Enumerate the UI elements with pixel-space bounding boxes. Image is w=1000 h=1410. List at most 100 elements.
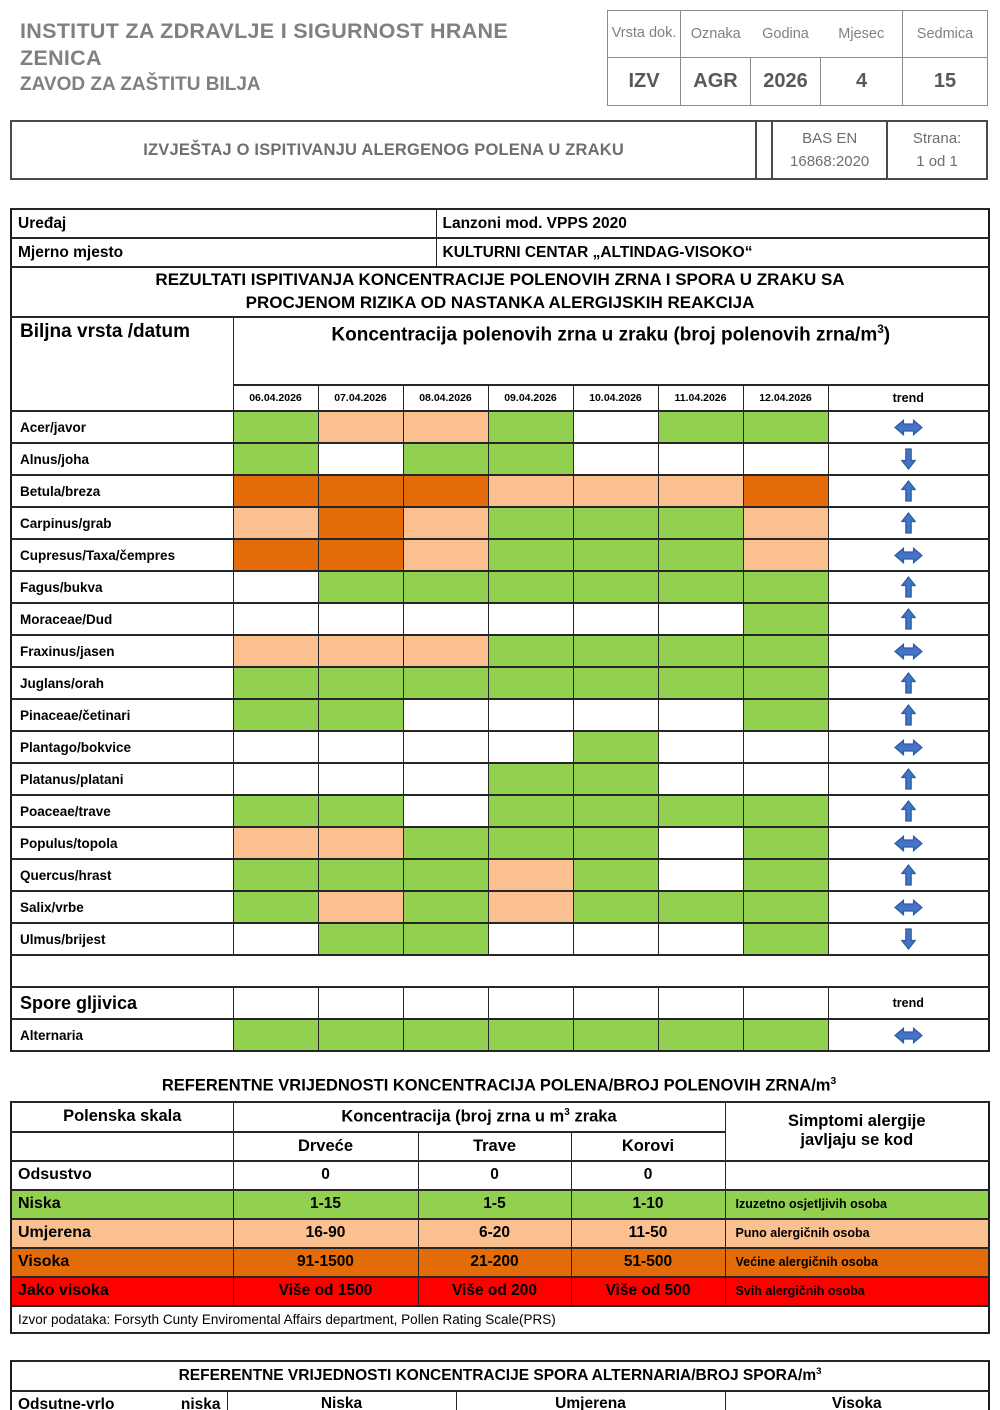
reference-row: Odsustvo 0 0 0 xyxy=(10,1159,990,1191)
results-table: REZULTATI ISPITIVANJA KONCENTRACIJE POLE… xyxy=(10,266,991,1052)
level-cell-green xyxy=(402,826,489,860)
doc-week-header: Sedmica xyxy=(902,10,988,58)
trend-up-icon xyxy=(900,576,916,598)
level-cell-moderate xyxy=(742,506,829,540)
trees-header: Drveće xyxy=(232,1130,419,1162)
species-label: Ulmus/brijest xyxy=(10,922,234,956)
level-cell-green xyxy=(742,570,829,604)
level-cell-empty xyxy=(572,922,659,956)
trend-up-icon xyxy=(900,512,916,534)
species-row: Juglans/orah xyxy=(10,666,990,700)
trend-cell xyxy=(827,506,990,540)
level-cell-empty xyxy=(657,730,744,764)
level-cell-green xyxy=(487,506,574,540)
doc-month-value: 4 xyxy=(820,57,903,106)
level-cell-green xyxy=(487,442,574,476)
trend-up-icon xyxy=(900,704,916,726)
trend-both-icon xyxy=(893,642,923,660)
doc-week-value: 15 xyxy=(902,57,988,106)
reference-row: Niska 1-15 1-5 1-10 Izuzetno osjetljivih oso… xyxy=(10,1188,990,1220)
results-heading-line1: REZULTATI ISPITIVANJA KONCENTRACIJE POLE… xyxy=(155,270,845,290)
level-cell-empty xyxy=(657,762,744,796)
level-cell-green xyxy=(487,410,574,444)
level-cell-green xyxy=(572,762,659,796)
spore-reference-title: REFERENTNE VRIJEDNOSTI KONCENTRACIJE SPO… xyxy=(10,1359,990,1392)
reference-value: Više od 200 xyxy=(417,1275,572,1307)
source-note: Izvor podataka: Forsyth Cunty Enviroment… xyxy=(10,1304,990,1334)
level-cell-moderate xyxy=(487,858,574,892)
level-cell-green xyxy=(657,634,744,668)
trend-both-icon xyxy=(893,898,923,916)
spore-reference-title-sup: 3 xyxy=(816,1365,822,1377)
grasses-header: Trave xyxy=(417,1130,572,1162)
reference-level-label: Niska xyxy=(10,1188,234,1220)
level-cell-green xyxy=(657,538,744,572)
concentration-ref-header: Koncentracija (broj zrna u m3 zraka xyxy=(232,1100,726,1133)
level-cell-green xyxy=(402,890,489,924)
concentration-header-sup: 3 xyxy=(877,323,884,336)
species-label: Fraxinus/jasen xyxy=(10,634,234,668)
level-cell-green xyxy=(657,506,744,540)
info-table: Uređaj Lanzoni mod. VPPS 2020 Mjerno mje… xyxy=(10,208,990,268)
species-row: Quercus/hrast xyxy=(10,858,990,892)
level-cell-empty xyxy=(742,442,829,476)
pollen-reference-table: Polenska skala Koncentracija (broj zrna … xyxy=(10,1100,991,1334)
level-cell-high xyxy=(402,474,489,508)
level-cell-green xyxy=(317,698,404,732)
reference-value: 51-500 xyxy=(570,1246,726,1278)
spore-section-row: Spore gljivica trend xyxy=(10,986,990,1020)
source-note-row: Izvor podataka: Forsyth Cunty Enviroment… xyxy=(10,1304,990,1334)
doc-meta-table: Vrsta dok. Oznaka Godina Mjesec Sedmica … xyxy=(607,10,988,106)
trend-up-icon xyxy=(900,608,916,630)
symptoms-header: Simptomi alergije javljaju se kod xyxy=(724,1100,990,1162)
level-cell-empty xyxy=(572,698,659,732)
species-label: Acer/javor xyxy=(10,410,234,444)
device-value: Lanzoni mod. VPPS 2020 xyxy=(435,208,990,239)
level-cell-green xyxy=(232,410,319,444)
trend-cell xyxy=(827,666,990,700)
level-cell-empty xyxy=(317,602,404,636)
species-label: Alnus/joha xyxy=(10,442,234,476)
level-cell-empty xyxy=(657,698,744,732)
page-value: 1 od 1 xyxy=(916,153,958,170)
level-cell-green xyxy=(487,794,574,828)
level-cell-green xyxy=(487,762,574,796)
reference-symptom: Izuzetno osjetljivih osoba xyxy=(724,1188,990,1220)
level-cell-green xyxy=(572,666,659,700)
species-row: Carpinus/grab xyxy=(10,506,990,540)
reference-value: 0 xyxy=(232,1159,419,1191)
species-row: Platanus/platani xyxy=(10,762,990,796)
trend-down-icon xyxy=(900,448,916,470)
level-cell-green xyxy=(742,826,829,860)
level-cell-green xyxy=(742,1018,829,1052)
species-row: Betula/breza xyxy=(10,474,990,508)
species-label: Platanus/platani xyxy=(10,762,234,796)
level-cell-empty xyxy=(657,602,744,636)
level-cell-green xyxy=(742,794,829,828)
institute-line2: ZENICA xyxy=(20,45,102,70)
level-cell-green xyxy=(317,922,404,956)
species-column-header: Biljna vrsta /datum xyxy=(10,316,234,412)
level-cell-moderate xyxy=(657,474,744,508)
level-cell-green xyxy=(572,538,659,572)
species-label: Pinaceae/četinari xyxy=(10,698,234,732)
level-cell-empty xyxy=(232,730,319,764)
trend-down-icon xyxy=(900,928,916,950)
level-cell-green xyxy=(657,570,744,604)
reference-row: Jako visoka Više od 1500 Više od 200 Više o… xyxy=(10,1275,990,1307)
level-cell-green xyxy=(572,826,659,860)
spore-level-moderate-header: Umjerena xyxy=(455,1389,726,1410)
trend-cell xyxy=(827,890,990,924)
level-cell-green xyxy=(317,858,404,892)
reference-value: 0 xyxy=(417,1159,572,1191)
concentration-header-tail: ) xyxy=(883,324,891,346)
species-label: Carpinus/grab xyxy=(10,506,234,540)
species-label: Poaceae/trave xyxy=(10,794,234,828)
spore-level-absent-header: Odsutne-vrlo niska koncentracija xyxy=(10,1389,228,1410)
reference-value: 6-20 xyxy=(417,1217,572,1249)
species-row: Ulmus/brijest xyxy=(10,922,990,956)
doc-type-header: Vrsta dok. xyxy=(607,10,681,58)
doc-code-header: Oznaka xyxy=(680,10,751,58)
level-cell-empty xyxy=(487,922,574,956)
level-cell-moderate xyxy=(402,634,489,668)
